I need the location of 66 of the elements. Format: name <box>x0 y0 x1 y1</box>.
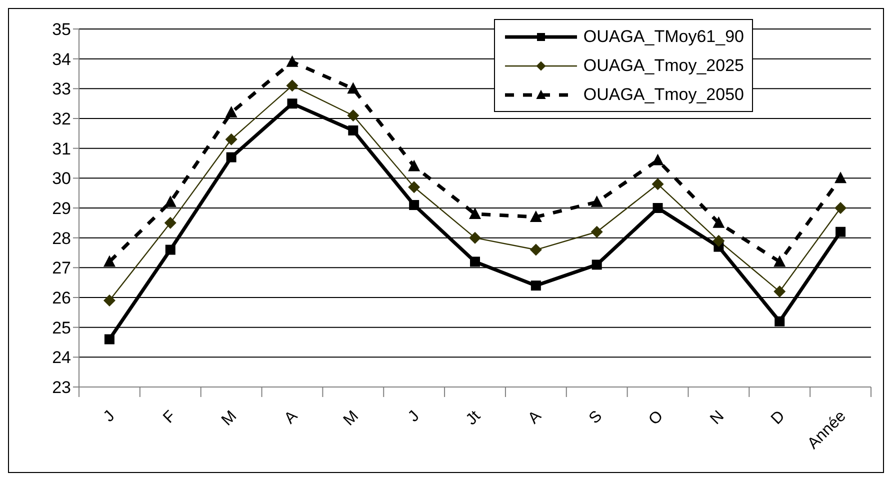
point <box>530 280 541 291</box>
point <box>530 244 542 256</box>
y-tick-label: 27 <box>52 258 71 278</box>
x-tick-label: O <box>646 408 667 429</box>
point <box>104 334 114 344</box>
x-tick-label: N <box>707 408 728 428</box>
point <box>652 178 664 190</box>
y-tick-label: 24 <box>52 348 71 368</box>
point <box>286 55 298 67</box>
point <box>712 234 725 247</box>
point <box>469 207 481 219</box>
y-tick-label: 34 <box>52 50 71 69</box>
legend-label: OUAGA_Tmoy_2025 <box>583 56 744 76</box>
point <box>834 172 847 184</box>
point <box>470 256 480 267</box>
point <box>225 133 238 146</box>
point <box>226 152 236 162</box>
x-tick-label: J <box>405 408 423 426</box>
point <box>592 260 602 270</box>
y-tick-label: 33 <box>52 80 71 99</box>
point <box>712 216 725 228</box>
point <box>834 202 847 214</box>
point <box>287 98 298 109</box>
x-tick-label: A <box>525 408 545 428</box>
point <box>348 125 358 136</box>
point <box>409 200 420 210</box>
y-tick-label: 32 <box>52 110 71 129</box>
legend-label: OUAGA_TMoy61_90 <box>583 26 744 46</box>
y-tick-label: 26 <box>52 288 71 308</box>
point <box>347 110 360 122</box>
point <box>165 244 176 255</box>
point <box>347 82 360 94</box>
point <box>408 181 420 194</box>
point <box>774 255 786 267</box>
point <box>774 286 786 298</box>
y-tick-label: 23 <box>52 378 71 398</box>
y-tick-label: 29 <box>52 199 71 218</box>
point <box>103 255 116 267</box>
x-tick-label: M <box>218 408 240 430</box>
point <box>774 316 785 326</box>
point <box>225 106 238 118</box>
point <box>590 196 603 208</box>
point <box>164 196 176 208</box>
x-tick-label: Jt <box>463 407 484 429</box>
legend-label: OUAGA_Tmoy_2050 <box>583 84 744 104</box>
point <box>408 160 420 172</box>
point <box>590 226 603 238</box>
point <box>836 226 846 237</box>
y-tick-label: 31 <box>52 139 71 158</box>
x-tick-label: J <box>100 408 118 426</box>
y-tick-label: 30 <box>52 169 71 188</box>
x-tick-label: D <box>768 408 788 428</box>
x-tick-label: S <box>586 408 606 428</box>
y-tick-label: 28 <box>52 228 71 248</box>
x-tick-label: M <box>340 408 362 430</box>
x-tick-label: A <box>281 408 302 428</box>
point <box>469 232 481 244</box>
y-tick-label: 25 <box>52 318 71 338</box>
y-tick-label: 35 <box>52 20 71 40</box>
point <box>652 203 663 213</box>
x-tick-label: F <box>160 408 180 427</box>
point <box>164 216 176 229</box>
point <box>530 210 542 222</box>
point <box>286 80 298 92</box>
point <box>103 294 116 306</box>
point <box>652 154 664 166</box>
